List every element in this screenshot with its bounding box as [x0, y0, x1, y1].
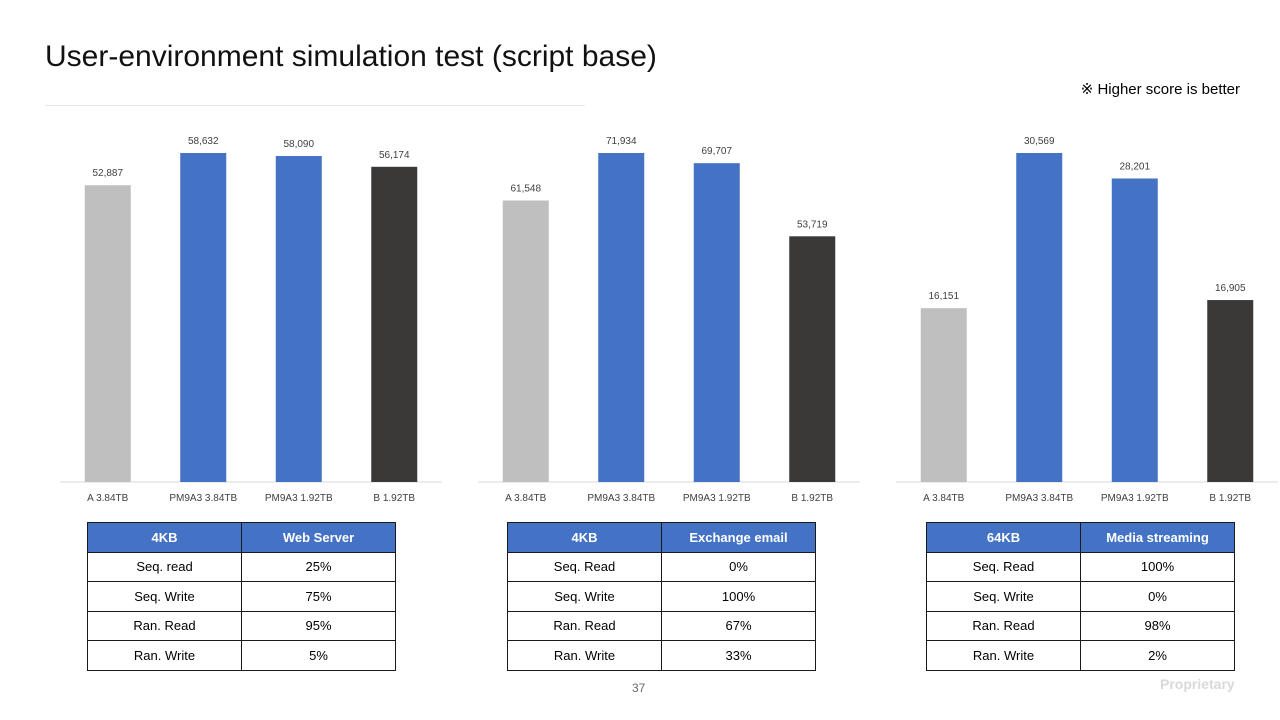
table-cell: 25%: [241, 551, 396, 582]
table-header-cell: 4KB: [507, 522, 662, 553]
table-header-cell: Media streaming: [1080, 522, 1235, 553]
table-row: Ran. Write 5%: [87, 640, 396, 671]
table-header-cell: 64KB: [926, 522, 1081, 553]
table-row: Seq. Read 100%: [926, 551, 1235, 582]
data-label: 61,548: [510, 184, 541, 195]
bar: [789, 236, 836, 482]
workload-table-exchange-email: 4KB Exchange email Seq. Read 0% Seq. Wri…: [507, 522, 816, 671]
table-cell: 100%: [661, 581, 816, 612]
table-row: Seq. Write 100%: [507, 581, 816, 612]
table-cell: 67%: [661, 610, 816, 641]
table-header-cell: 4KB: [87, 522, 242, 553]
x-tick-label: PM9A3 3.84TB: [587, 493, 655, 504]
table-cell: 100%: [1080, 551, 1235, 582]
x-tick-label: A 3.84TB: [87, 493, 128, 504]
x-tick-label: A 3.84TB: [923, 493, 964, 504]
chart-svg: 52,887 A 3.84TB 58,632 PM9A3 3.84TB 58,090 PM…: [60, 136, 442, 504]
x-tick-label: PM9A3 3.84TB: [169, 493, 237, 504]
data-label: 69,707: [701, 146, 732, 157]
data-label: 28,201: [1119, 161, 1150, 172]
score-note: ※ Higher score is better: [1080, 81, 1240, 98]
bar: [693, 163, 740, 482]
chart-media-streaming: 16,151 A 3.84TB 30,569 PM9A3 3.84TB 28,201 PM…: [896, 125, 1278, 525]
x-tick-label: PM9A3 1.92TB: [683, 493, 751, 504]
bar: [1111, 178, 1158, 482]
bar: [275, 156, 322, 482]
x-tick-label: B 1.92TB: [791, 493, 833, 504]
table-row: Seq. Write 75%: [87, 581, 396, 612]
table-cell: 0%: [661, 551, 816, 582]
x-tick-label: PM9A3 1.92TB: [1101, 493, 1169, 504]
x-tick-label: B 1.92TB: [373, 493, 415, 504]
table-cell: Seq. Read: [926, 551, 1081, 582]
table-row: Seq. Write 0%: [926, 581, 1235, 612]
table-cell: Seq. Write: [87, 581, 242, 612]
bar: [180, 153, 227, 482]
table-cell: 98%: [1080, 610, 1235, 641]
data-label: 56,174: [379, 150, 410, 161]
table-row: Seq. read 25%: [87, 551, 396, 582]
table-cell: Seq. Read: [507, 551, 662, 582]
table-cell: Seq. Write: [926, 581, 1081, 612]
data-label: 71,934: [606, 136, 637, 147]
title-divider: [45, 105, 585, 106]
workload-table-web-server: 4KB Web Server Seq. read 25% Seq. Write …: [87, 522, 396, 671]
bar: [598, 153, 645, 482]
table-row: Ran. Read 98%: [926, 610, 1235, 641]
table-row: Ran. Read 95%: [87, 610, 396, 641]
workload-table-media-streaming: 64KB Media streaming Seq. Read 100% Seq.…: [926, 522, 1235, 671]
bar: [84, 185, 131, 482]
table-cell: Ran. Read: [507, 610, 662, 641]
table-cell: 2%: [1080, 640, 1235, 671]
data-label: 30,569: [1024, 136, 1055, 147]
data-label: 16,905: [1215, 283, 1246, 294]
table-cell: Ran. Write: [87, 640, 242, 671]
table-cell: Ran. Write: [507, 640, 662, 671]
chart-svg: 61,548 A 3.84TB 71,934 PM9A3 3.84TB 69,707 PM…: [478, 136, 860, 504]
x-tick-label: A 3.84TB: [505, 493, 546, 504]
x-tick-label: PM9A3 3.84TB: [1005, 493, 1073, 504]
table-cell: 75%: [241, 581, 396, 612]
table-cell: 5%: [241, 640, 396, 671]
table-row: Seq. Read 0%: [507, 551, 816, 582]
table-row: Ran. Read 67%: [507, 610, 816, 641]
table-cell: Ran. Write: [926, 640, 1081, 671]
x-tick-label: PM9A3 1.92TB: [265, 493, 333, 504]
bar: [502, 200, 549, 482]
table-cell: Seq. read: [87, 551, 242, 582]
data-label: 58,090: [283, 139, 314, 150]
table-cell: 0%: [1080, 581, 1235, 612]
data-label: 52,887: [92, 168, 123, 179]
bar: [920, 308, 967, 482]
data-label: 53,719: [797, 219, 828, 230]
table-header-row: 4KB Exchange email: [507, 522, 816, 553]
chart-web-server: 52,887 A 3.84TB 58,632 PM9A3 3.84TB 58,090 PM…: [60, 125, 442, 525]
chart-svg: 16,151 A 3.84TB 30,569 PM9A3 3.84TB 28,201 PM…: [896, 136, 1278, 504]
table-header-row: 4KB Web Server: [87, 522, 396, 553]
table-cell: Ran. Read: [926, 610, 1081, 641]
table-header-cell: Exchange email: [661, 522, 816, 553]
x-tick-label: B 1.92TB: [1209, 493, 1251, 504]
bar: [1207, 300, 1254, 482]
table-cell: Ran. Read: [87, 610, 242, 641]
data-label: 58,632: [188, 136, 219, 147]
chart-exchange-email: 61,548 A 3.84TB 71,934 PM9A3 3.84TB 69,707 PM…: [478, 125, 860, 525]
page-number: 37: [632, 681, 646, 695]
bar: [1016, 153, 1063, 482]
footer-label: Proprietary: [1160, 676, 1235, 692]
page-title: User-environment simulation test (script…: [45, 40, 657, 73]
bar: [371, 166, 418, 482]
table-row: Ran. Write 33%: [507, 640, 816, 671]
table-cell: 95%: [241, 610, 396, 641]
table-row: Ran. Write 2%: [926, 640, 1235, 671]
table-header-cell: Web Server: [241, 522, 396, 553]
table-header-row: 64KB Media streaming: [926, 522, 1235, 553]
data-label: 16,151: [928, 291, 959, 302]
table-cell: 33%: [661, 640, 816, 671]
table-cell: Seq. Write: [507, 581, 662, 612]
